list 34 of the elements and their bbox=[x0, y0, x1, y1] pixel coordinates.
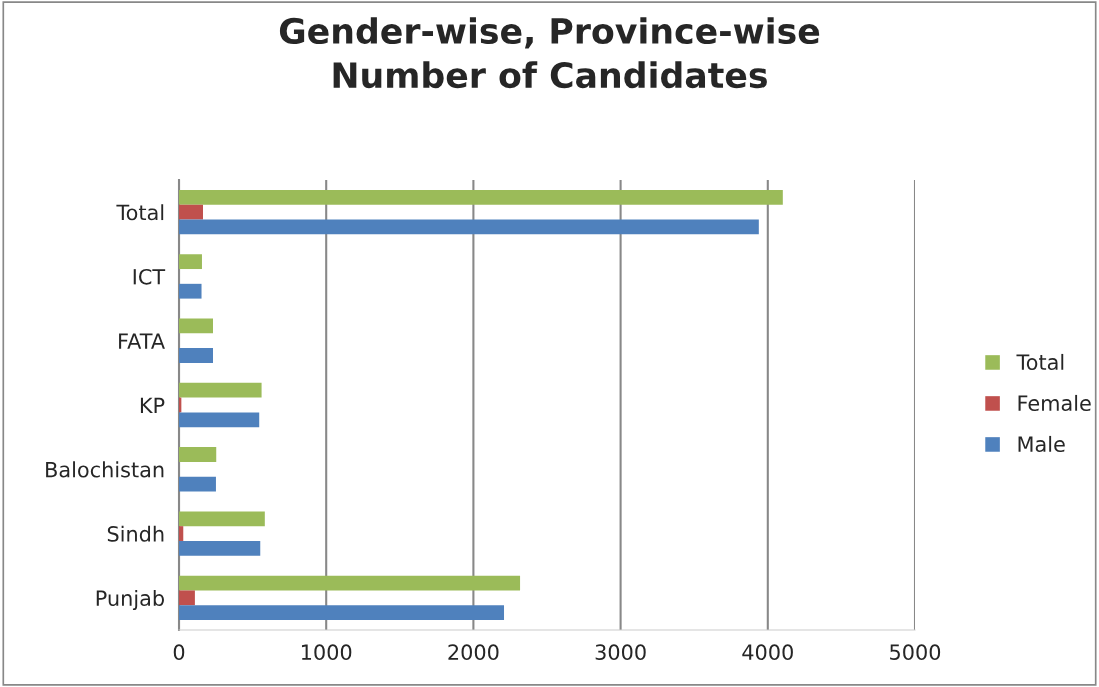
x-tick-label: 1000 bbox=[301, 644, 352, 661]
bar bbox=[179, 575, 521, 591]
bar bbox=[179, 219, 759, 235]
bar bbox=[179, 540, 261, 556]
bar bbox=[179, 511, 265, 527]
legend-label: Total bbox=[1016, 353, 1064, 371]
chart-title: Gender-wise, Province-wise Number of Candidates bbox=[279, 17, 820, 89]
y-tick-label: Total bbox=[116, 204, 164, 221]
y-tick-label: FATA bbox=[119, 333, 165, 349]
x-tick-label: 0 bbox=[173, 644, 185, 661]
bar bbox=[179, 447, 217, 462]
legend-label: Female bbox=[1018, 394, 1091, 412]
y-tick-label: ICT bbox=[133, 268, 166, 285]
bar bbox=[179, 412, 260, 428]
bar bbox=[179, 590, 195, 606]
legend-label: Male bbox=[1018, 435, 1065, 453]
bar bbox=[179, 204, 203, 220]
bar bbox=[179, 348, 213, 363]
bar bbox=[179, 318, 213, 334]
y-tick-label: Sindh bbox=[107, 525, 164, 542]
bar bbox=[179, 476, 216, 492]
bar bbox=[179, 605, 505, 621]
bar bbox=[179, 283, 202, 299]
bar bbox=[179, 382, 262, 398]
x-tick-label: 5000 bbox=[890, 644, 941, 661]
x-tick-label: 2000 bbox=[448, 644, 499, 661]
bar bbox=[179, 254, 202, 270]
y-tick-label: Punjab bbox=[96, 589, 164, 611]
bar bbox=[179, 189, 783, 205]
y-tick-label: KP bbox=[140, 397, 165, 413]
y-tick-label: Balochistan bbox=[46, 461, 164, 478]
x-tick-label: 4000 bbox=[742, 644, 793, 661]
x-tick-label: 3000 bbox=[595, 644, 646, 661]
bar bbox=[179, 526, 184, 541]
